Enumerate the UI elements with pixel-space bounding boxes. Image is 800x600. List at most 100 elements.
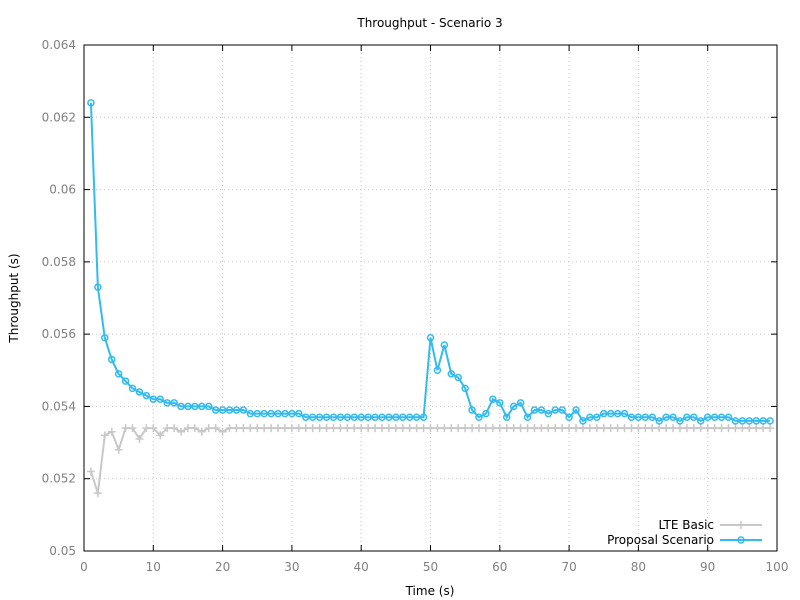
data-point-proposal-scenario [648, 413, 657, 422]
data-point-lte-basic [384, 424, 393, 433]
y-tick-label: 0.05 [49, 544, 76, 558]
data-point-lte-basic [662, 424, 671, 433]
data-point-proposal-scenario [766, 417, 774, 425]
data-point-lte-basic [627, 424, 636, 433]
data-point-lte-basic [669, 424, 678, 433]
data-point-proposal-scenario [385, 413, 393, 422]
data-point-lte-basic [183, 424, 192, 433]
data-point-lte-basic [114, 445, 123, 454]
legend-swatch-proposal-scenario [720, 536, 762, 544]
data-point-proposal-scenario [392, 413, 400, 422]
data-point-lte-basic [745, 424, 754, 433]
data-point-lte-basic [537, 424, 546, 433]
data-point-proposal-scenario [288, 409, 296, 418]
y-tick-label: 0.062 [42, 110, 76, 124]
data-point-lte-basic [128, 424, 137, 433]
data-point-lte-basic [398, 424, 407, 433]
data-point-proposal-scenario [558, 406, 566, 414]
data-point-proposal-scenario [177, 402, 185, 411]
y-tick-label: 0.064 [42, 38, 76, 52]
data-point-proposal-scenario [530, 406, 539, 414]
data-point-proposal-scenario [489, 395, 497, 403]
data-point-proposal-scenario [198, 402, 206, 411]
data-point-lte-basic [204, 424, 213, 433]
data-point-proposal-scenario [759, 417, 767, 425]
data-point-lte-basic [190, 424, 199, 433]
data-point-lte-basic [544, 424, 553, 433]
data-point-lte-basic [135, 434, 144, 443]
data-point-lte-basic [156, 431, 165, 440]
data-point-proposal-scenario [357, 413, 365, 422]
data-point-lte-basic [426, 424, 435, 433]
data-point-proposal-scenario [572, 406, 580, 414]
x-tick-label: 60 [492, 560, 507, 574]
data-point-proposal-scenario [433, 366, 442, 375]
data-point-lte-basic [641, 424, 650, 433]
y-tick-label: 0.06 [49, 183, 76, 197]
legend-swatch-lte-basic [720, 521, 762, 529]
data-point-lte-basic [294, 424, 303, 433]
data-point-lte-basic [287, 424, 296, 433]
data-point-proposal-scenario [191, 402, 199, 411]
x-tick-label: 100 [766, 560, 789, 574]
chart-title: Throughput - Scenario 3 [356, 16, 502, 30]
data-point-lte-basic [488, 424, 497, 433]
data-point-lte-basic [364, 424, 373, 433]
data-point-lte-basic [440, 424, 449, 433]
legend-marker [737, 521, 745, 529]
data-point-proposal-scenario [399, 413, 407, 422]
data-point-proposal-scenario [440, 341, 449, 349]
data-point-proposal-scenario [329, 413, 338, 422]
data-point-proposal-scenario [274, 409, 282, 418]
data-point-proposal-scenario [128, 384, 137, 393]
data-point-proposal-scenario [655, 417, 663, 425]
y-tick-label: 0.056 [42, 327, 76, 341]
data-point-lte-basic [717, 424, 726, 433]
data-point-proposal-scenario [142, 391, 151, 400]
data-point-lte-basic [197, 427, 206, 436]
data-point-proposal-scenario [135, 388, 144, 396]
data-point-lte-basic [696, 424, 705, 433]
data-point-lte-basic [731, 424, 740, 433]
data-point-lte-basic [336, 424, 345, 433]
data-point-lte-basic [225, 424, 234, 433]
data-point-proposal-scenario [724, 413, 733, 422]
data-point-proposal-scenario [405, 413, 414, 422]
data-point-proposal-scenario [426, 334, 435, 342]
y-tick-label: 0.054 [42, 399, 76, 413]
data-point-proposal-scenario [281, 409, 289, 418]
data-point-proposal-scenario [218, 406, 227, 414]
data-point-proposal-scenario [447, 370, 456, 378]
data-point-lte-basic [329, 424, 338, 433]
x-tick-label: 30 [284, 560, 299, 574]
data-point-lte-basic [377, 424, 386, 433]
y-tick-label: 0.052 [42, 472, 76, 486]
data-point-proposal-scenario [516, 399, 525, 407]
legend-marker [737, 536, 745, 544]
data-point-proposal-scenario [378, 413, 386, 422]
data-point-lte-basic [509, 424, 518, 433]
legend-label-lte-basic: LTE Basic [658, 518, 714, 532]
grid-lines [84, 45, 777, 551]
data-point-lte-basic [107, 427, 116, 436]
data-point-lte-basic [675, 424, 684, 433]
data-point-lte-basic [738, 424, 747, 433]
data-point-proposal-scenario [315, 413, 324, 422]
data-point-proposal-scenario [246, 409, 255, 418]
data-point-lte-basic [613, 424, 622, 433]
data-point-lte-basic [357, 424, 366, 433]
data-point-lte-basic [260, 424, 269, 433]
data-point-lte-basic [315, 424, 324, 433]
data-point-proposal-scenario [731, 417, 740, 425]
data-point-proposal-scenario [94, 283, 102, 291]
data-point-proposal-scenario [676, 417, 684, 425]
y-axis-label: Throughput (s) [7, 253, 21, 343]
data-point-proposal-scenario [419, 413, 428, 422]
series-lte-basic [86, 424, 775, 498]
data-point-lte-basic [274, 424, 283, 433]
x-tick-label: 20 [215, 560, 230, 574]
data-point-proposal-scenario [184, 402, 192, 411]
data-point-lte-basic [100, 431, 109, 440]
data-point-lte-basic [599, 424, 608, 433]
data-point-lte-basic [433, 424, 442, 433]
